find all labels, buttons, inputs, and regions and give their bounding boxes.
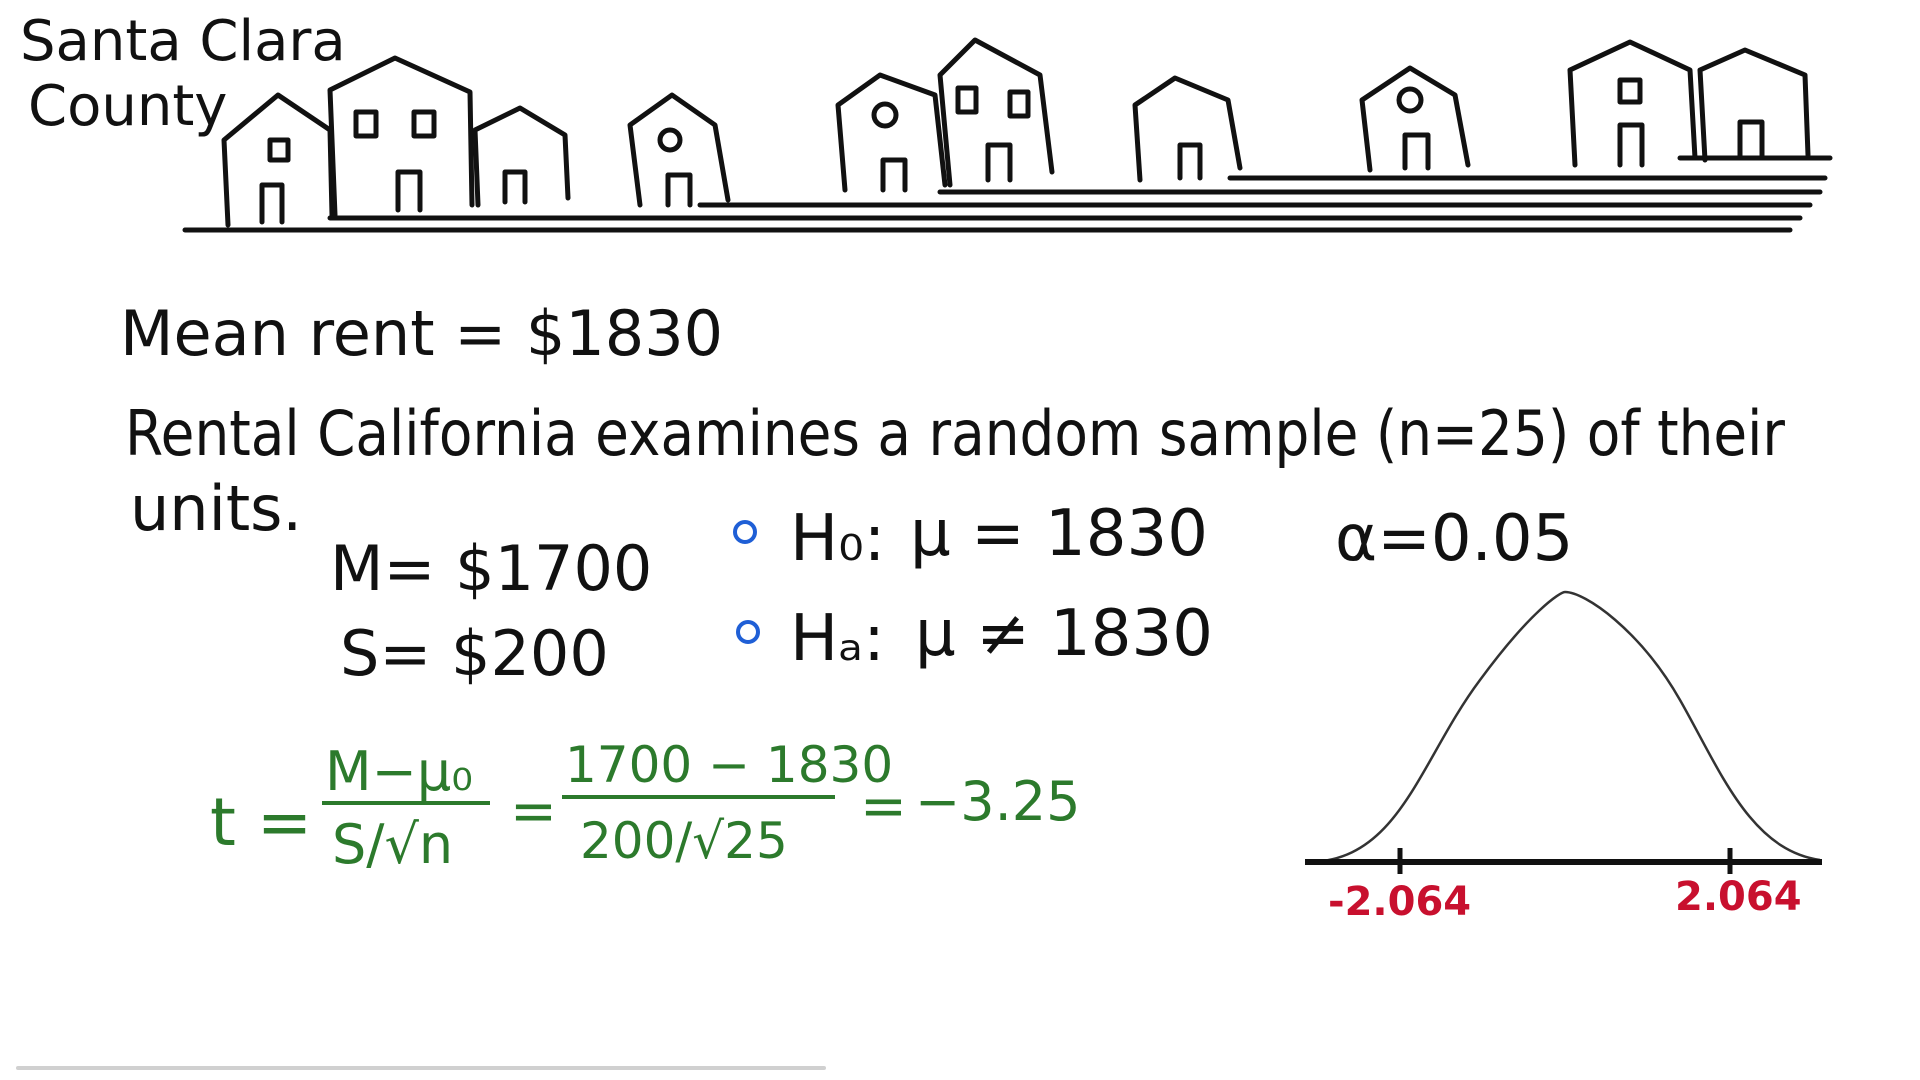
t-distribution-plot: -2.064 2.064: [1305, 590, 1822, 925]
ha-label: Hₐ:: [790, 602, 885, 676]
bottom-progress-bar: [16, 1066, 826, 1070]
formula-equals-1: =: [510, 779, 557, 844]
t-label: t =: [210, 784, 312, 861]
house-10: [1697, 47, 1811, 163]
ha-expression: μ ≠ 1830: [915, 597, 1213, 671]
house-7: [1132, 75, 1243, 183]
bullet-ha-icon: [736, 620, 760, 644]
house-3: [472, 105, 571, 208]
bullet-h0-icon: [733, 520, 757, 544]
formula-equals-2: =: [860, 774, 907, 839]
houses-illustration: [182, 37, 1833, 233]
formula-denominator: S/√n: [332, 813, 453, 876]
values-denominator: 200/√25: [580, 812, 788, 870]
sample-mean-text: M= $1700: [330, 532, 652, 605]
t-statistic-formula: t = M−μ₀ S/√n = 1700 − 1830 200/√25 = −3…: [210, 736, 1080, 876]
h0-label: H₀:: [790, 502, 885, 576]
values-numerator: 1700 − 1830: [565, 736, 893, 794]
t-result: −3.25: [915, 770, 1080, 833]
house-4: [627, 92, 731, 208]
county-title-line2: County: [28, 74, 227, 139]
house-1: [221, 92, 335, 228]
mean-rent-text: Mean rent = $1830: [120, 297, 723, 370]
alpha-text: α=0.05: [1335, 502, 1573, 576]
left-critical-value: -2.064: [1328, 879, 1471, 925]
formula-numerator: M−μ₀: [325, 740, 473, 803]
description-line-2: units.: [130, 472, 302, 545]
bell-curve: [1309, 590, 1821, 864]
county-title-line1: Santa Clara: [20, 9, 346, 74]
house-2: [327, 55, 475, 218]
h0-expression: μ = 1830: [910, 497, 1208, 571]
sample-sd-text: S= $200: [340, 617, 609, 690]
house-6: [937, 37, 1055, 188]
house-5: [835, 72, 948, 193]
house-9: [1567, 39, 1698, 168]
right-critical-value: 2.064: [1675, 874, 1802, 920]
description-line-1: Rental California examines a random samp…: [125, 397, 1785, 470]
hypotheses-list: H₀: μ = 1830 Hₐ: μ ≠ 1830: [733, 497, 1213, 676]
house-8: [1359, 65, 1471, 173]
